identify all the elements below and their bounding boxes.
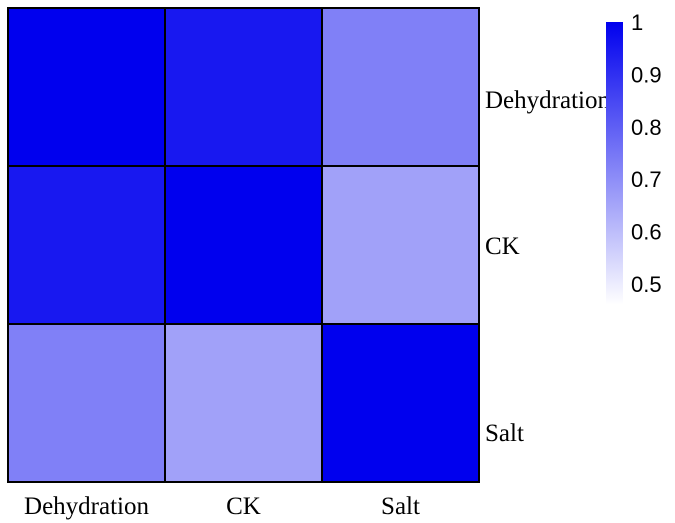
column-label-ck: CK (226, 493, 261, 520)
colorbar-tick-label: 0.6 (631, 220, 662, 245)
row-labels: Dehydration CK Salt (485, 87, 610, 447)
heatmap-cell-dehydration-dehydration (7, 7, 166, 167)
column-label-salt: Salt (381, 493, 420, 520)
row-label-ck: CK (485, 233, 520, 260)
colorbar-tick-label: 0.8 (631, 115, 662, 140)
heatmap-cell-salt-dehydration (7, 323, 166, 483)
colorbar-tick-label: 0.9 (631, 62, 662, 87)
row-label-dehydration: Dehydration (485, 87, 610, 114)
column-labels: Dehydration CK Salt (24, 493, 420, 520)
heatmap-cell-salt-salt (321, 323, 480, 483)
colorbar-tick-label: 0.5 (631, 272, 662, 297)
heatmap-cell-ck-ck (164, 165, 323, 325)
colorbar: 1 0.9 0.8 0.7 0.6 0.5 (606, 10, 662, 305)
colorbar-gradient-bar (606, 22, 623, 305)
colorbar-tick-label: 0.7 (631, 167, 662, 192)
heatmap-cell-ck-salt (321, 165, 480, 325)
heatmap-cell-dehydration-ck (164, 7, 323, 167)
heatmap-cell-salt-ck (164, 323, 323, 483)
colorbar-tick-label: 1 (631, 10, 643, 35)
heatmap-cells (7, 7, 480, 483)
column-label-dehydration: Dehydration (24, 493, 149, 520)
row-label-salt: Salt (485, 420, 524, 447)
heatmap-cell-dehydration-salt (321, 7, 480, 167)
heatmap-cell-ck-dehydration (7, 165, 166, 325)
